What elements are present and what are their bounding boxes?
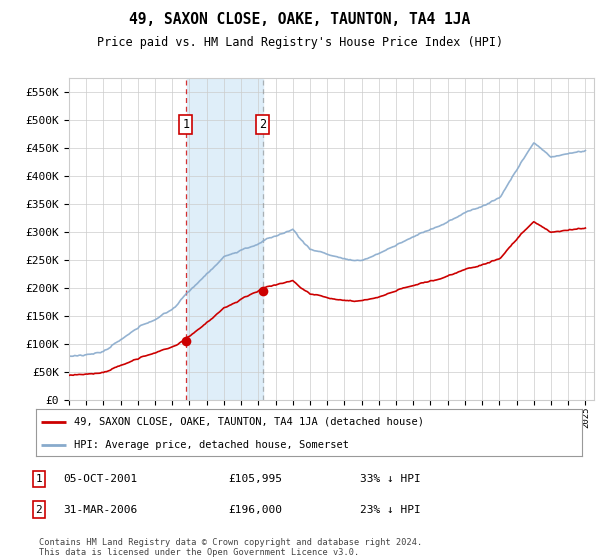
Text: 23% ↓ HPI: 23% ↓ HPI [360,505,421,515]
Text: HPI: Average price, detached house, Somerset: HPI: Average price, detached house, Some… [74,440,349,450]
Text: 31-MAR-2006: 31-MAR-2006 [63,505,137,515]
Text: 05-OCT-2001: 05-OCT-2001 [63,474,137,484]
Text: £105,995: £105,995 [228,474,282,484]
Text: 33% ↓ HPI: 33% ↓ HPI [360,474,421,484]
Text: 49, SAXON CLOSE, OAKE, TAUNTON, TA4 1JA (detached house): 49, SAXON CLOSE, OAKE, TAUNTON, TA4 1JA … [74,417,424,427]
Text: 1: 1 [182,118,190,132]
Text: £196,000: £196,000 [228,505,282,515]
Text: 1: 1 [35,474,43,484]
Text: Price paid vs. HM Land Registry's House Price Index (HPI): Price paid vs. HM Land Registry's House … [97,36,503,49]
Text: 49, SAXON CLOSE, OAKE, TAUNTON, TA4 1JA: 49, SAXON CLOSE, OAKE, TAUNTON, TA4 1JA [130,12,470,27]
Text: 2: 2 [35,505,43,515]
Text: Contains HM Land Registry data © Crown copyright and database right 2024.
This d: Contains HM Land Registry data © Crown c… [39,538,422,557]
Text: 2: 2 [259,118,266,132]
